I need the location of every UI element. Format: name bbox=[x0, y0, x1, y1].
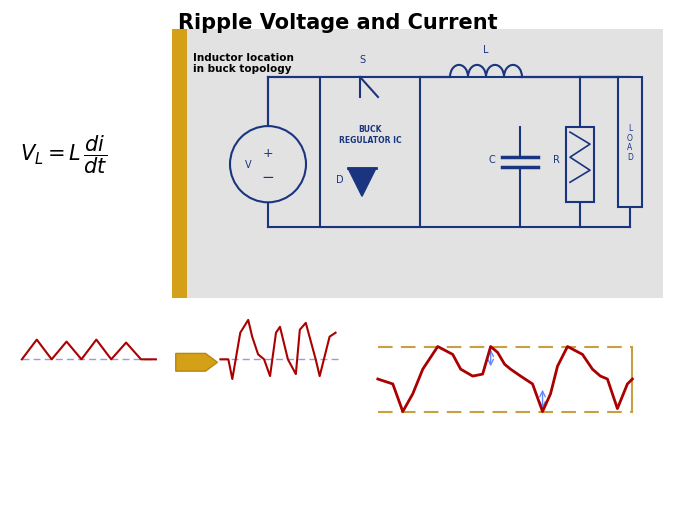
Text: Vesr: Vesr bbox=[495, 352, 511, 361]
Text: L: L bbox=[483, 45, 489, 55]
Text: Time: Time bbox=[635, 475, 659, 484]
Text: I: I bbox=[15, 318, 18, 327]
Text: Ripple Voltage and Current: Ripple Voltage and Current bbox=[178, 13, 497, 33]
Text: Vpk - pk: Vpk - pk bbox=[653, 375, 675, 384]
Text: S: S bbox=[359, 55, 365, 65]
Text: $V_L = L\,\dfrac{di}{dt}$: $V_L = L\,\dfrac{di}{dt}$ bbox=[20, 134, 108, 176]
Text: T: T bbox=[156, 389, 161, 398]
Text: 1.2V: 1.2V bbox=[344, 374, 366, 384]
Text: Inductor location
in buck topology: Inductor location in buck topology bbox=[193, 53, 294, 74]
Text: C: C bbox=[489, 155, 495, 165]
FancyArrow shape bbox=[176, 354, 217, 371]
Text: L
O
A
D: L O A D bbox=[627, 124, 633, 162]
Polygon shape bbox=[348, 169, 376, 197]
Text: R: R bbox=[553, 155, 560, 165]
Text: Vesr: Vesr bbox=[547, 395, 563, 405]
Bar bbox=[618, 78, 642, 208]
Text: V: V bbox=[211, 318, 217, 327]
Bar bbox=[172, 30, 187, 298]
Text: D: D bbox=[336, 175, 344, 185]
Text: V: V bbox=[361, 311, 369, 320]
Text: T: T bbox=[338, 389, 343, 398]
Text: +: + bbox=[263, 146, 273, 160]
Bar bbox=[175, 30, 663, 298]
Bar bbox=[566, 128, 594, 203]
Text: Ripple Current: Ripple Current bbox=[47, 313, 116, 321]
Circle shape bbox=[230, 127, 306, 203]
Text: Ripple Voltage: Ripple Voltage bbox=[243, 313, 313, 321]
Text: −: − bbox=[262, 169, 274, 184]
Bar bbox=[320, 78, 420, 228]
Text: BUCK
REGULATOR IC: BUCK REGULATOR IC bbox=[339, 125, 402, 144]
Text: V: V bbox=[244, 160, 251, 170]
